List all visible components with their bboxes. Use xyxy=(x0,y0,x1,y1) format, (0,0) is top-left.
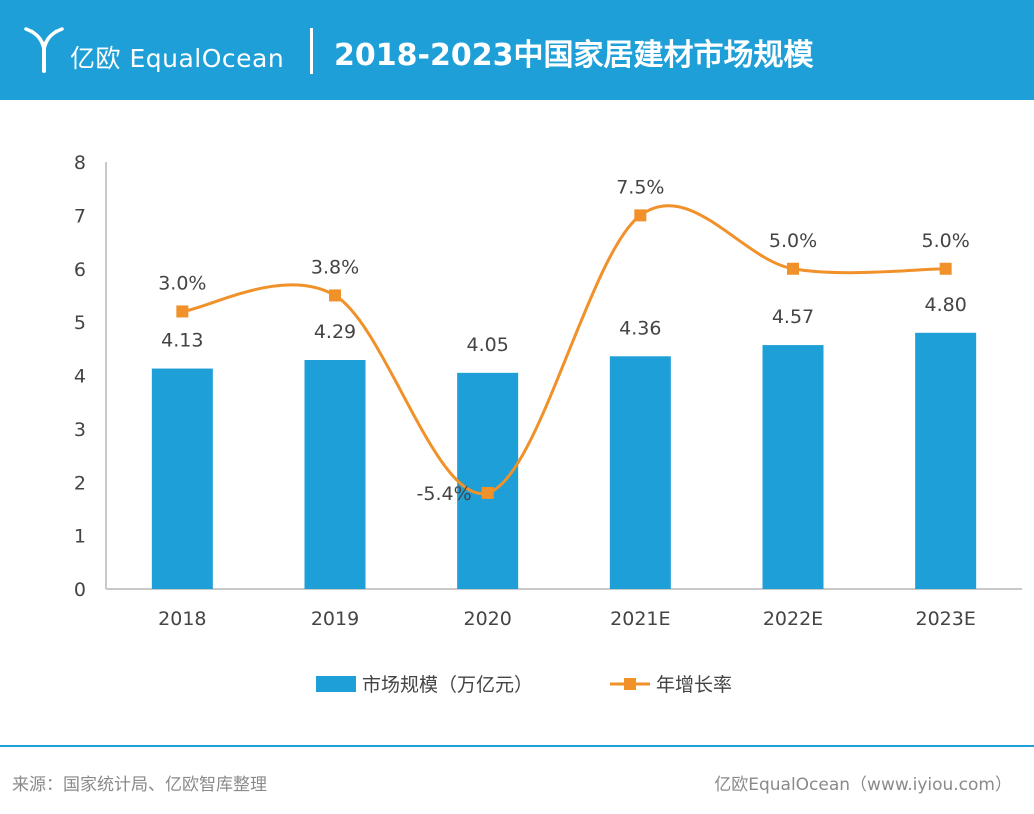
bar xyxy=(457,372,519,589)
x-tick-label: 2021E xyxy=(610,608,670,630)
bar-value-label: 4.29 xyxy=(314,321,356,343)
legend-bar-label: 市场规模（万亿元） xyxy=(362,674,533,696)
x-tick-label: 2022E xyxy=(763,608,823,630)
y-tick-label: 1 xyxy=(74,526,86,548)
brand-credit: 亿欧EqualOcean（www.iyiou.com） xyxy=(714,775,1012,795)
legend-line-marker xyxy=(624,678,636,690)
bar xyxy=(151,368,213,589)
y-tick-label: 2 xyxy=(74,472,86,494)
source-note: 来源：国家统计局、亿欧智库整理 xyxy=(12,775,267,795)
y-tick-label: 0 xyxy=(74,579,86,601)
y-tick-label: 5 xyxy=(74,312,86,334)
growth-rate-label: 3.8% xyxy=(311,256,359,278)
y-tick-label: 6 xyxy=(74,259,86,281)
growth-rate-marker xyxy=(634,209,647,222)
x-tick-label: 2018 xyxy=(158,608,206,630)
growth-rate-label: 3.0% xyxy=(158,272,206,294)
growth-rate-marker xyxy=(787,262,799,275)
header-bar: 亿欧 EqualOcean 2018-2023中国家居建材市场规模 xyxy=(0,0,1034,100)
growth-rate-label: 5.0% xyxy=(922,230,970,252)
growth-rate-marker xyxy=(481,486,494,499)
bar xyxy=(609,356,671,589)
page-title: 2018-2023中国家居建材市场规模 xyxy=(334,38,814,73)
growth-rate-label: 7.5% xyxy=(616,176,664,198)
bar-value-label: 4.80 xyxy=(925,294,967,316)
growth-rate-marker xyxy=(176,305,189,318)
equalocean-logo-icon xyxy=(24,27,64,73)
bar-value-label: 4.57 xyxy=(772,306,814,328)
bar-value-label: 4.13 xyxy=(161,330,203,352)
header-divider xyxy=(310,28,313,74)
growth-rate-line xyxy=(182,204,946,495)
x-tick-label: 2019 xyxy=(311,608,359,630)
growth-rate-marker xyxy=(329,289,341,302)
legend-line-label: 年增长率 xyxy=(656,674,732,696)
y-tick-label: 7 xyxy=(74,205,86,227)
footer-divider xyxy=(0,745,1034,747)
bar xyxy=(915,332,977,589)
bar-value-label: 4.05 xyxy=(467,334,509,356)
y-tick-label: 8 xyxy=(74,152,86,174)
x-tick-label: 2020 xyxy=(463,608,511,630)
bar-value-label: 4.36 xyxy=(619,317,661,339)
growth-rate-marker xyxy=(939,262,952,275)
growth-rate-label: -5.4% xyxy=(417,483,472,505)
logo-text: 亿欧 EqualOcean xyxy=(70,44,285,73)
y-tick-label: 3 xyxy=(74,419,86,441)
bar xyxy=(762,345,824,589)
legend-bar-swatch xyxy=(316,676,356,692)
growth-rate-label: 5.0% xyxy=(769,230,817,252)
y-tick-label: 4 xyxy=(74,366,86,388)
market-size-chart: 0 1 2 3 4 5 6 7 8 2018 2019 2020 2021E 2022E 2023E 4.13… xyxy=(74,152,1022,696)
bar xyxy=(304,360,366,589)
x-tick-label: 2023E xyxy=(915,608,975,630)
